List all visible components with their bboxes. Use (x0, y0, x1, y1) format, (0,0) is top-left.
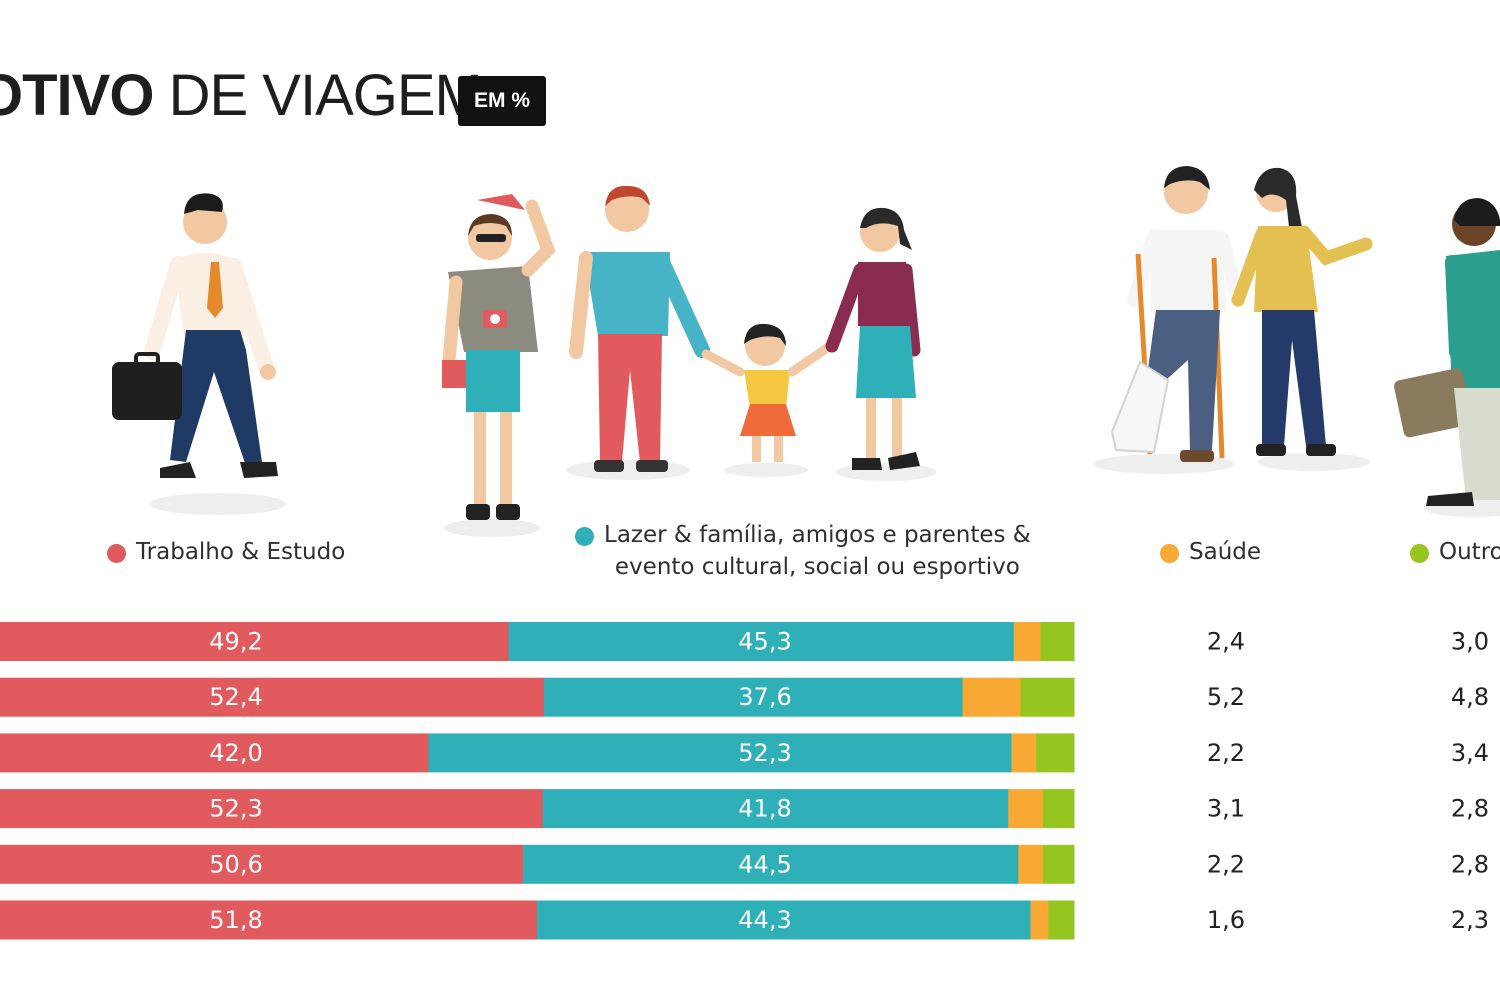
bar-segment-s1-r5 (537, 900, 1032, 940)
bar-segment-s0-r1 (0, 677, 545, 717)
bar-segment-s1-r3 (542, 789, 1009, 829)
data-label-s1-r3: 41,8 (738, 795, 791, 823)
data-label-s0-r5: 51,8 (209, 906, 262, 934)
unit-badge: EM % (458, 76, 546, 126)
data-label-s2-r2: 2,2 (1207, 739, 1245, 767)
bar-segment-s0-r0 (0, 622, 510, 661)
data-label-s1-r0: 45,3 (738, 628, 791, 656)
legend-dot-outros (1410, 544, 1429, 563)
chart-title: OTIVO DE VIAGEM (0, 62, 483, 129)
data-label-s2-r0: 2,4 (1207, 628, 1245, 656)
legend-label-outros: Outro (1439, 539, 1500, 565)
bar-segment-s0-r2 (0, 733, 429, 773)
businessman-walking-icon (112, 193, 286, 515)
bar-segment-s2-r3 (1008, 789, 1044, 829)
bar-segment-s0-r3 (0, 789, 544, 829)
legend-dot-trabalho (107, 544, 126, 563)
bar-segment-s3-r4 (1042, 844, 1075, 884)
stacked-bar-chart: 49,2 45,3 2,4 3,0 52,4 37,6 5,2 4,8 42,0 52,3 2,2 3… (0, 622, 1489, 940)
bar-segment-s3-r5 (1048, 900, 1075, 940)
data-label-s3-r1: 4,8 (1451, 683, 1489, 711)
bar-segment-s2-r0 (1013, 622, 1042, 661)
data-label-s1-r4: 44,5 (738, 850, 791, 878)
bar-segment-s1-r0 (508, 622, 1015, 661)
legend-label-lazer: Lazer & família, amigos e parentes & eve… (604, 522, 1031, 580)
family-tourists-icon (441, 185, 936, 537)
bar-segment-s3-r1 (1020, 677, 1075, 717)
bar-segment-s0-r4 (0, 844, 524, 884)
data-label-s0-r4: 50,6 (209, 850, 262, 878)
bar-segment-s2-r5 (1030, 900, 1049, 940)
data-label-s0-r2: 42,0 (209, 739, 262, 767)
data-label-s0-r3: 52,3 (209, 795, 262, 823)
bar-segment-s3-r3 (1042, 789, 1075, 829)
bar-segment-s0-r5 (0, 900, 538, 940)
data-label-s3-r0: 3,0 (1451, 628, 1489, 656)
data-label-s2-r5: 1,6 (1207, 906, 1245, 934)
data-label-s1-r1: 37,6 (738, 683, 791, 711)
bar-segment-s1-r2 (428, 733, 1013, 773)
bar-segment-s2-r4 (1018, 844, 1044, 884)
legend-label-trabalho: Trabalho & Estudo (136, 539, 346, 565)
legend-item-trabalho: Trabalho & Estudo (107, 536, 345, 568)
legend-item-saude: Saúde (1160, 536, 1261, 568)
data-label-s0-r1: 52,4 (209, 683, 262, 711)
data-label-s1-r5: 44,3 (738, 906, 791, 934)
chart-title-strong: OTIVO (0, 63, 154, 128)
data-label-s1-r2: 52,3 (738, 739, 791, 767)
bar-segment-s3-r0 (1040, 622, 1075, 661)
data-label-s3-r3: 2,8 (1451, 795, 1489, 823)
legend-dot-lazer (575, 527, 594, 546)
chart-title-rest: DE VIAGEM (153, 63, 483, 128)
data-label-s2-r4: 2,2 (1207, 850, 1245, 878)
legend-item-lazer: Lazer & família, amigos e parentes & eve… (575, 519, 1031, 583)
data-label-s2-r1: 5,2 (1207, 683, 1245, 711)
data-label-s3-r2: 3,4 (1451, 739, 1489, 767)
bar-segment-s3-r2 (1036, 733, 1075, 773)
legend-dot-saude (1160, 544, 1179, 563)
traveler-with-bag-icon (1394, 198, 1500, 517)
patient-with-crutches-icon (1094, 166, 1373, 474)
data-label-s2-r3: 3,1 (1207, 795, 1245, 823)
illustrations (112, 166, 1500, 537)
bar-segment-s2-r2 (1011, 733, 1037, 773)
bar-segment-s1-r4 (523, 844, 1019, 884)
data-label-s3-r5: 2,3 (1451, 906, 1489, 934)
bar-segment-s2-r1 (962, 677, 1022, 717)
bar-segment-s1-r1 (543, 677, 964, 717)
legend-item-outros: Outro (1410, 536, 1500, 568)
data-label-s3-r4: 2,8 (1451, 850, 1489, 878)
data-label-s0-r0: 49,2 (209, 628, 262, 656)
legend-label-saude: Saúde (1189, 539, 1262, 565)
